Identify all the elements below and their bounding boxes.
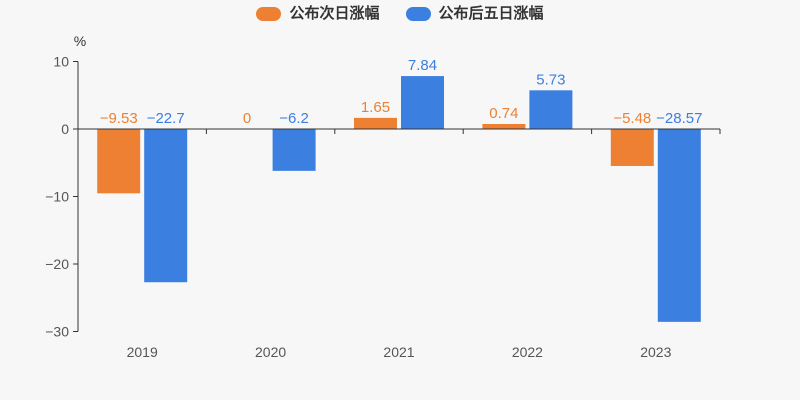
value-label: 0.74 [489, 105, 518, 122]
x-axis-category-label: 2023 [640, 344, 671, 360]
legend-marker [405, 6, 431, 21]
value-label: 7.84 [408, 57, 437, 74]
y-axis-tick-label: −20 [45, 256, 69, 272]
bar-公布后五日涨幅-2022[interactable] [529, 90, 573, 129]
legend: 公布次日涨幅 公布后五日涨幅 [0, 6, 800, 21]
bar-公布次日涨幅-2022[interactable] [482, 124, 526, 129]
value-label: −6.2 [279, 110, 309, 127]
y-axis-tick-label: −10 [45, 189, 69, 205]
y-axis-tick-label: 0 [61, 121, 69, 137]
bar-公布后五日涨幅-2021[interactable] [401, 76, 444, 129]
y-axis-unit-label: % [73, 33, 87, 49]
value-label: −28.57 [656, 110, 702, 127]
value-label: 1.65 [361, 99, 390, 116]
bar-公布后五日涨幅-2019[interactable] [144, 129, 188, 283]
bar-公布次日涨幅-2021[interactable] [354, 117, 397, 129]
y-axis-tick-label: 10 [53, 54, 69, 70]
legend-label: 公布后五日涨幅 [438, 5, 544, 22]
bar-公布次日涨幅-2023[interactable] [610, 129, 654, 166]
legend-item-five-day[interactable]: 公布后五日涨幅 [405, 5, 544, 22]
value-label: −5.48 [613, 110, 651, 127]
y-axis-tick-label: −30 [45, 324, 69, 340]
x-axis-category-label: 2021 [383, 344, 414, 360]
x-axis-category-label: 2022 [512, 344, 543, 360]
legend-label: 公布次日涨幅 [289, 5, 380, 22]
legend-marker [256, 6, 282, 21]
bar-公布次日涨幅-2019[interactable] [97, 129, 141, 194]
value-label: −9.53 [100, 110, 138, 127]
bar-公布后五日涨幅-2020[interactable] [272, 129, 316, 171]
x-axis-category-label: 2019 [127, 344, 158, 360]
bar-公布后五日涨幅-2023[interactable] [657, 129, 701, 322]
value-label: 5.73 [536, 71, 565, 88]
x-axis-category-label: 2020 [255, 344, 286, 360]
legend-item-next-day[interactable]: 公布次日涨幅 [256, 5, 380, 22]
value-label: −22.7 [147, 110, 185, 127]
value-label: 0 [243, 110, 251, 127]
